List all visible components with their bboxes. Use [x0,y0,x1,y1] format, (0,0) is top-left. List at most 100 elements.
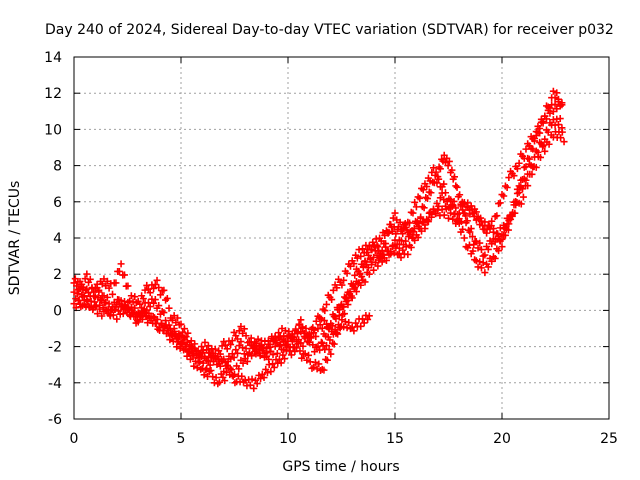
data-point [276,340,284,348]
data-point [251,338,259,346]
data-point [364,315,372,323]
data-point [406,219,414,227]
data-point [420,204,428,212]
data-point [73,290,81,298]
data-point [253,380,261,388]
data-point [366,254,374,262]
data-point [201,352,209,360]
data-point [227,341,235,349]
data-point [196,350,204,358]
data-point [392,230,400,238]
data-point [340,310,348,318]
data-point [431,171,439,179]
data-point [201,338,209,346]
x-tick-label: 5 [177,431,186,447]
data-point [98,312,106,320]
data-point [460,234,468,242]
data-point [384,229,392,237]
data-point [126,297,134,305]
data-point [554,98,562,106]
y-tick-label: 8 [53,159,62,175]
data-point [83,270,91,278]
data-point [223,345,231,353]
data-point [151,320,159,328]
data-point [153,276,161,284]
data-point [341,318,349,326]
data-point [249,342,257,350]
data-point [507,215,515,223]
data-point [477,264,485,272]
series-track [74,260,373,363]
data-point [136,311,144,319]
data-point [320,317,328,325]
data-point [515,159,523,167]
data-point [532,163,540,171]
data-point [352,319,360,327]
data-point [459,206,467,214]
data-point [298,354,306,362]
data-point [320,366,328,374]
data-point [404,250,412,258]
data-point [370,266,378,274]
data-point [213,355,221,363]
data-point [147,317,155,325]
data-point [524,182,532,190]
data-point [113,315,121,323]
data-point [471,205,479,213]
data-point [318,324,326,332]
data-point [340,276,348,284]
data-point [149,312,157,320]
data-point [134,318,142,326]
data-point [360,319,368,327]
data-point [141,286,149,294]
data-point [96,305,104,313]
data-point [240,325,248,333]
data-point [365,270,373,278]
data-point [222,362,230,370]
y-tick-label: 10 [44,122,62,138]
data-point [150,299,158,307]
data-point [493,212,501,220]
data-point [332,315,340,323]
data-point [400,241,408,249]
data-point [177,340,185,348]
data-point [474,213,482,221]
data-point [510,172,518,180]
data-point [361,257,369,265]
data-point [351,271,359,279]
data-point [323,356,331,364]
data-point [299,324,307,332]
data-point [402,237,410,245]
data-point [260,374,268,382]
data-point [545,140,553,148]
data-point [209,373,217,381]
data-point [242,345,250,353]
data-point [442,205,450,213]
data-point [494,230,502,238]
data-point [117,303,125,311]
data-point [91,303,99,311]
data-point [448,166,456,174]
y-tick-label: 0 [53,303,62,319]
data-point [299,342,307,350]
data-point [382,256,390,264]
data-point [476,239,484,247]
data-point [373,241,381,249]
x-tick-label: 25 [600,431,618,447]
data-point [528,170,536,178]
data-point [444,162,452,170]
data-point [453,183,461,191]
data-point [277,359,285,367]
data-point [416,194,424,202]
data-point [171,327,179,335]
data-point [500,192,508,200]
y-axis-title: SDTVAR / TECUs [7,181,23,296]
data-point [472,257,480,265]
data-point [177,320,185,328]
data-point [316,321,324,329]
data-point [295,320,303,328]
data-point [505,220,513,228]
data-point [221,377,229,385]
data-point [230,353,238,361]
data-point [415,223,423,231]
